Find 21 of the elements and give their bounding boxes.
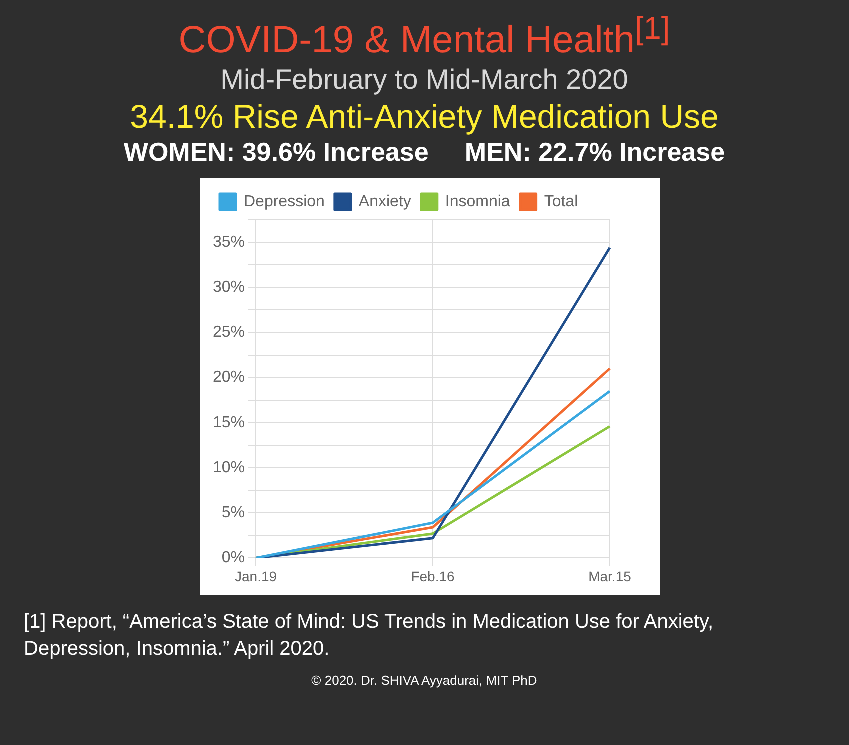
y-tick-label: 35%	[212, 234, 246, 251]
legend-label: Depression	[244, 193, 325, 210]
y-tick-label: 15%	[212, 414, 246, 431]
legend-label: Insomnia	[445, 193, 510, 210]
text: 34.1% Rise Anti-Anxiety Medication Use	[129, 96, 720, 137]
y-tick-label: 10%	[212, 459, 246, 476]
y-tick-label: 0%	[222, 549, 246, 566]
chart-subtitle: Mid-February to Mid-March 2020	[220, 62, 630, 97]
y-tick-label: 20%	[212, 368, 246, 386]
chart-title: COVID-19 & Mental Health$^{[1]}$	[178, 9, 672, 63]
x-tick-label: Feb.16	[411, 568, 456, 584]
y-tick-label: 30%	[212, 278, 246, 296]
text: © 2020. Dr. SHIVA Ayyadurai, MIT PhD	[310, 672, 538, 688]
x-tick-label: Jan.19	[235, 568, 278, 584]
legend-label: Total	[544, 193, 578, 210]
text: [1] Report, “America’s State of Mind: US Trends in Medication Use for Anxiety, Depression, Insomnia.” April 2020.	[24, 610, 715, 662]
x-tick-label: Mar.15	[588, 568, 632, 584]
y-tick-label: 5%	[222, 504, 246, 522]
legend-label: Anxiety	[358, 193, 412, 210]
y-tick-label: 25%	[212, 324, 246, 341]
text: WOMEN: 39.6% Increase MEN: 22.7% Increase	[122, 136, 726, 168]
